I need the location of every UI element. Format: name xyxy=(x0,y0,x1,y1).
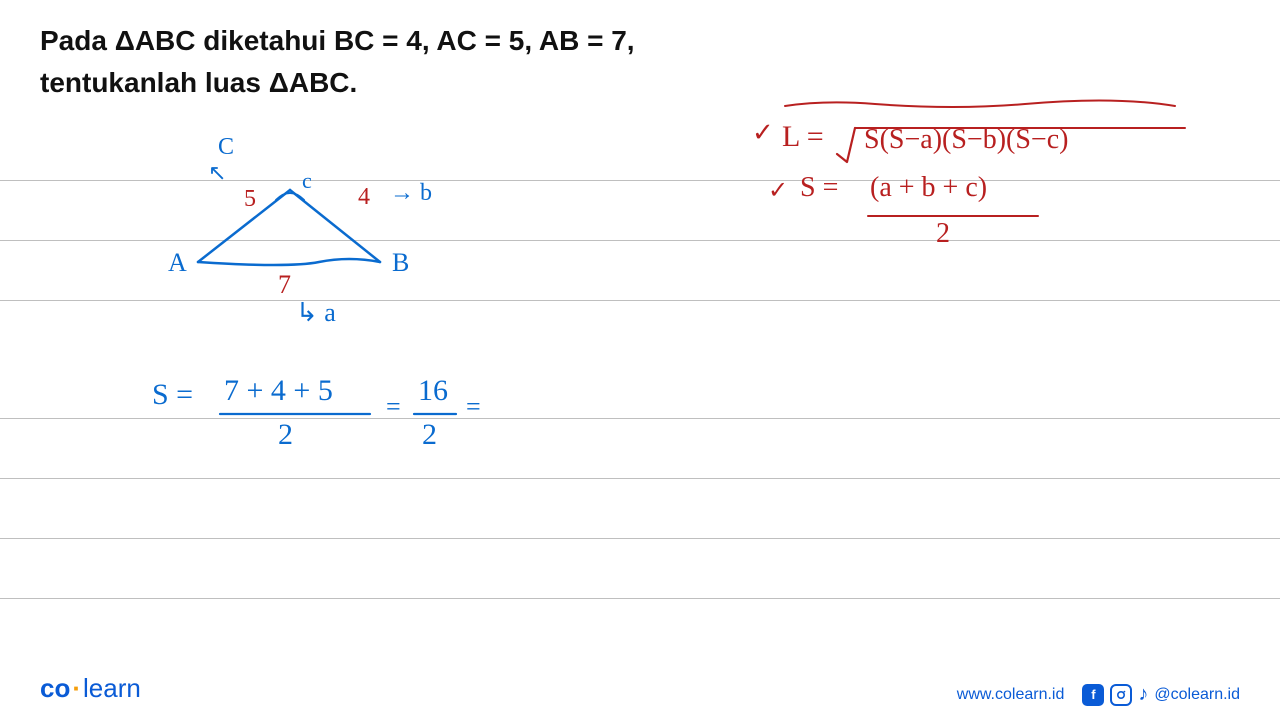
paper-lines xyxy=(0,170,1280,660)
facebook-icon: f xyxy=(1082,684,1104,706)
handwriting: S = xyxy=(152,378,193,412)
handwriting: 2 xyxy=(422,418,437,452)
handwriting: (a + b + c) xyxy=(870,172,987,204)
handwriting: S = xyxy=(800,172,838,204)
handwriting: 5 xyxy=(244,186,256,213)
logo-dot: · xyxy=(72,673,81,703)
handwriting: 16 xyxy=(418,374,448,408)
question-line-2: tentukanlah luas ΔABC. xyxy=(40,62,635,104)
handwriting: B xyxy=(392,248,409,278)
logo-co: co xyxy=(40,673,70,703)
ruled-line xyxy=(0,598,1280,599)
handwriting: = xyxy=(386,392,401,422)
question-line-1: Pada ΔABC diketahui BC = 4, AC = 5, AB =… xyxy=(40,20,635,62)
ruled-line xyxy=(0,300,1280,301)
tiktok-icon: ♪ xyxy=(1138,683,1148,706)
question-block: Pada ΔABC diketahui BC = 4, AC = 5, AB =… xyxy=(40,20,635,104)
handwriting: L = xyxy=(782,120,824,154)
handwriting: C xyxy=(218,134,234,161)
ruled-line xyxy=(0,240,1280,241)
ruled-line xyxy=(0,478,1280,479)
ruled-line xyxy=(0,418,1280,419)
handwriting: S(S−a)(S−b)(S−c) xyxy=(864,124,1068,156)
handwriting: ✓ xyxy=(768,176,788,205)
footer-handle: @colearn.id xyxy=(1154,686,1240,704)
social-icons: f ♪ @colearn.id xyxy=(1082,683,1240,706)
handwriting: 2 xyxy=(278,418,293,452)
ruled-line xyxy=(0,180,1280,181)
handwriting: 7 + 4 + 5 xyxy=(224,374,333,408)
ruled-line xyxy=(0,538,1280,539)
instagram-icon xyxy=(1110,684,1132,706)
logo-learn: learn xyxy=(83,673,141,703)
footer-right: www.colearn.id f ♪ @colearn.id xyxy=(957,683,1240,706)
handwriting: ↖ xyxy=(208,160,226,186)
footer-url: www.colearn.id xyxy=(957,686,1065,704)
brand-logo: co·learn xyxy=(40,673,141,704)
handwriting: = xyxy=(466,392,481,422)
handwriting: ↳ a xyxy=(296,298,336,328)
handwriting: 7 xyxy=(278,270,291,300)
handwriting: ✓ xyxy=(752,118,774,148)
handwriting: 2 xyxy=(936,218,950,250)
handwriting: → b xyxy=(390,180,432,207)
handwriting: A xyxy=(168,248,187,278)
handwriting: c xyxy=(302,168,312,194)
handwriting: 4 xyxy=(358,184,370,211)
